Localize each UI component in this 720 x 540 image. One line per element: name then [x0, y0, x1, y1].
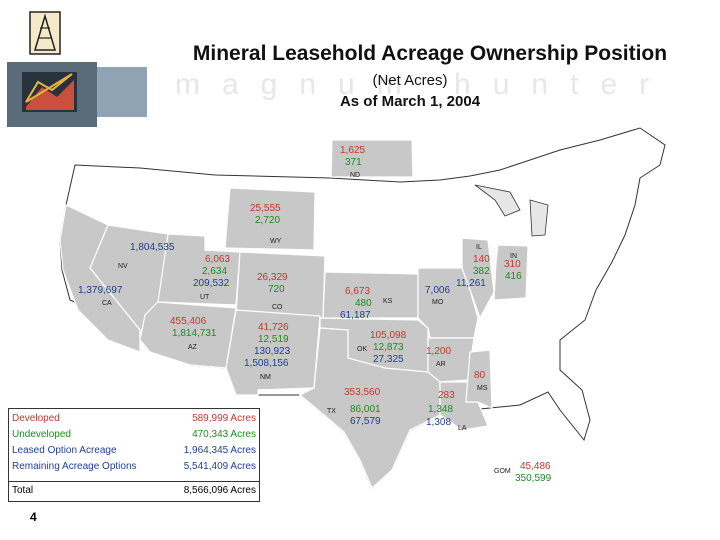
- nm-developed: 41,726: [258, 322, 289, 333]
- il-developed: 140: [473, 254, 490, 265]
- az-undeveloped: 1,814,731: [172, 328, 217, 339]
- in-code: IN: [510, 253, 517, 260]
- legend-developed: Developed 589,999 Acres: [12, 413, 256, 426]
- tx-developed: 353,560: [344, 387, 381, 398]
- la-developed: 283: [438, 390, 455, 401]
- page-number: 4: [30, 510, 37, 524]
- nm-leased: 130,923: [254, 346, 291, 357]
- nd-undeveloped: 371: [345, 157, 362, 168]
- great-lakes: [474, 184, 549, 237]
- state-ms: [465, 349, 493, 409]
- gom-undeveloped: 350,599: [515, 473, 552, 484]
- co-undeveloped: 720: [268, 284, 285, 295]
- page-subtitle: (Net Acres): [372, 72, 448, 89]
- legend-remaining-label: Remaining Acreage Options: [12, 461, 137, 472]
- legend-undeveloped-label: Undeveloped: [12, 429, 71, 440]
- legend-divider: [9, 481, 259, 482]
- legend-leased-label: Leased Option Acreage: [12, 445, 117, 456]
- ca-code: CA: [102, 300, 112, 307]
- wy-code: WY: [270, 238, 282, 245]
- ut-undeveloped: 2,634: [202, 266, 228, 277]
- nm-code: NM: [260, 374, 271, 381]
- ca-leased: 1,379,697: [78, 285, 123, 296]
- ut-leased: 209,532: [193, 278, 230, 289]
- state-il: [461, 237, 495, 320]
- tx-leased: 67,579: [350, 416, 381, 427]
- state-nd: [330, 139, 414, 178]
- la-leased: 1,308: [426, 417, 452, 428]
- co-developed: 26,329: [257, 272, 288, 283]
- company-logo: [2, 2, 152, 132]
- watermark-text: magnum hunter: [175, 68, 672, 101]
- il-leased: 11,261: [456, 278, 486, 289]
- ks-developed: 6,673: [345, 286, 371, 297]
- gom-code: GOM: [494, 468, 511, 475]
- legend: Developed 589,999 Acres Undeveloped 470,…: [8, 408, 260, 502]
- co-code: CO: [272, 304, 283, 311]
- mo-leased: 7,006: [425, 285, 451, 296]
- il-undeveloped: 382: [473, 266, 490, 277]
- nm-undeveloped: 12,519: [258, 334, 289, 345]
- state-ca: [59, 204, 141, 353]
- ok-code: OK: [357, 346, 368, 353]
- il-code: IL: [476, 244, 482, 251]
- state-nm: [225, 309, 321, 396]
- nv-leased: 1,804,535: [130, 242, 175, 253]
- wy-developed: 25,555: [250, 203, 281, 214]
- az-developed: 455,406: [170, 316, 207, 327]
- ok-leased: 27,325: [373, 354, 404, 365]
- legend-undeveloped: Undeveloped 470,343 Acres: [12, 429, 256, 442]
- in-developed: 310: [504, 259, 521, 270]
- nm-remaining: 1,508,156: [244, 358, 289, 369]
- az-code: AZ: [188, 344, 197, 351]
- legend-remaining-value: 5,541,409 Acres: [183, 461, 256, 472]
- ar-code: AR: [436, 361, 446, 368]
- nv-code: NV: [118, 263, 128, 270]
- ok-undeveloped: 12,873: [373, 342, 404, 353]
- legend-leased-value: 1,964,345 Acres: [183, 445, 256, 456]
- ks-code: KS: [383, 298, 393, 305]
- legend-total-value: 8,566,096 Acres: [183, 485, 256, 496]
- gom-developed: 45,486: [520, 461, 551, 472]
- legend-developed-value: 589,999 Acres: [192, 413, 256, 424]
- header: magnum hunter Mineral Leasehold Acreage …: [0, 0, 720, 135]
- mo-code: MO: [432, 299, 444, 306]
- in-undeveloped: 416: [505, 271, 522, 282]
- wy-undeveloped: 2,720: [255, 215, 281, 226]
- legend-total-label: Total: [12, 485, 34, 496]
- ar-developed: 1,200: [426, 346, 452, 357]
- as-of-date: As of March 1, 2004: [339, 93, 481, 110]
- nd-code: ND: [350, 172, 361, 179]
- legend-developed-label: Developed: [12, 413, 60, 424]
- ks-leased: 61,187: [340, 310, 371, 321]
- legend-undeveloped-value: 470,343 Acres: [192, 429, 256, 440]
- state-wy: [224, 187, 316, 251]
- ut-developed: 6,063: [205, 254, 231, 265]
- legend-remaining: Remaining Acreage Options 5,541,409 Acre…: [12, 461, 256, 474]
- ms-developed: 80: [474, 370, 486, 381]
- state-ar: [427, 337, 475, 383]
- state-tx: [298, 327, 441, 490]
- legend-total: Total 8,566,096 Acres: [12, 485, 256, 498]
- tx-code: TX: [327, 408, 336, 415]
- state-in: [493, 244, 529, 301]
- ut-code: UT: [200, 294, 210, 301]
- nd-developed: 1,625: [340, 145, 366, 156]
- la-code: LA: [458, 425, 467, 432]
- tx-undeveloped: 86,001: [350, 404, 381, 415]
- page-title: Mineral Leasehold Acreage Ownership Posi…: [192, 42, 668, 65]
- legend-leased: Leased Option Acreage 1,964,345 Acres: [12, 445, 256, 458]
- ok-developed: 105,098: [370, 330, 407, 341]
- ks-undeveloped: 480: [355, 298, 372, 309]
- la-undeveloped: 1,348: [428, 404, 454, 415]
- ms-code: MS: [477, 385, 488, 392]
